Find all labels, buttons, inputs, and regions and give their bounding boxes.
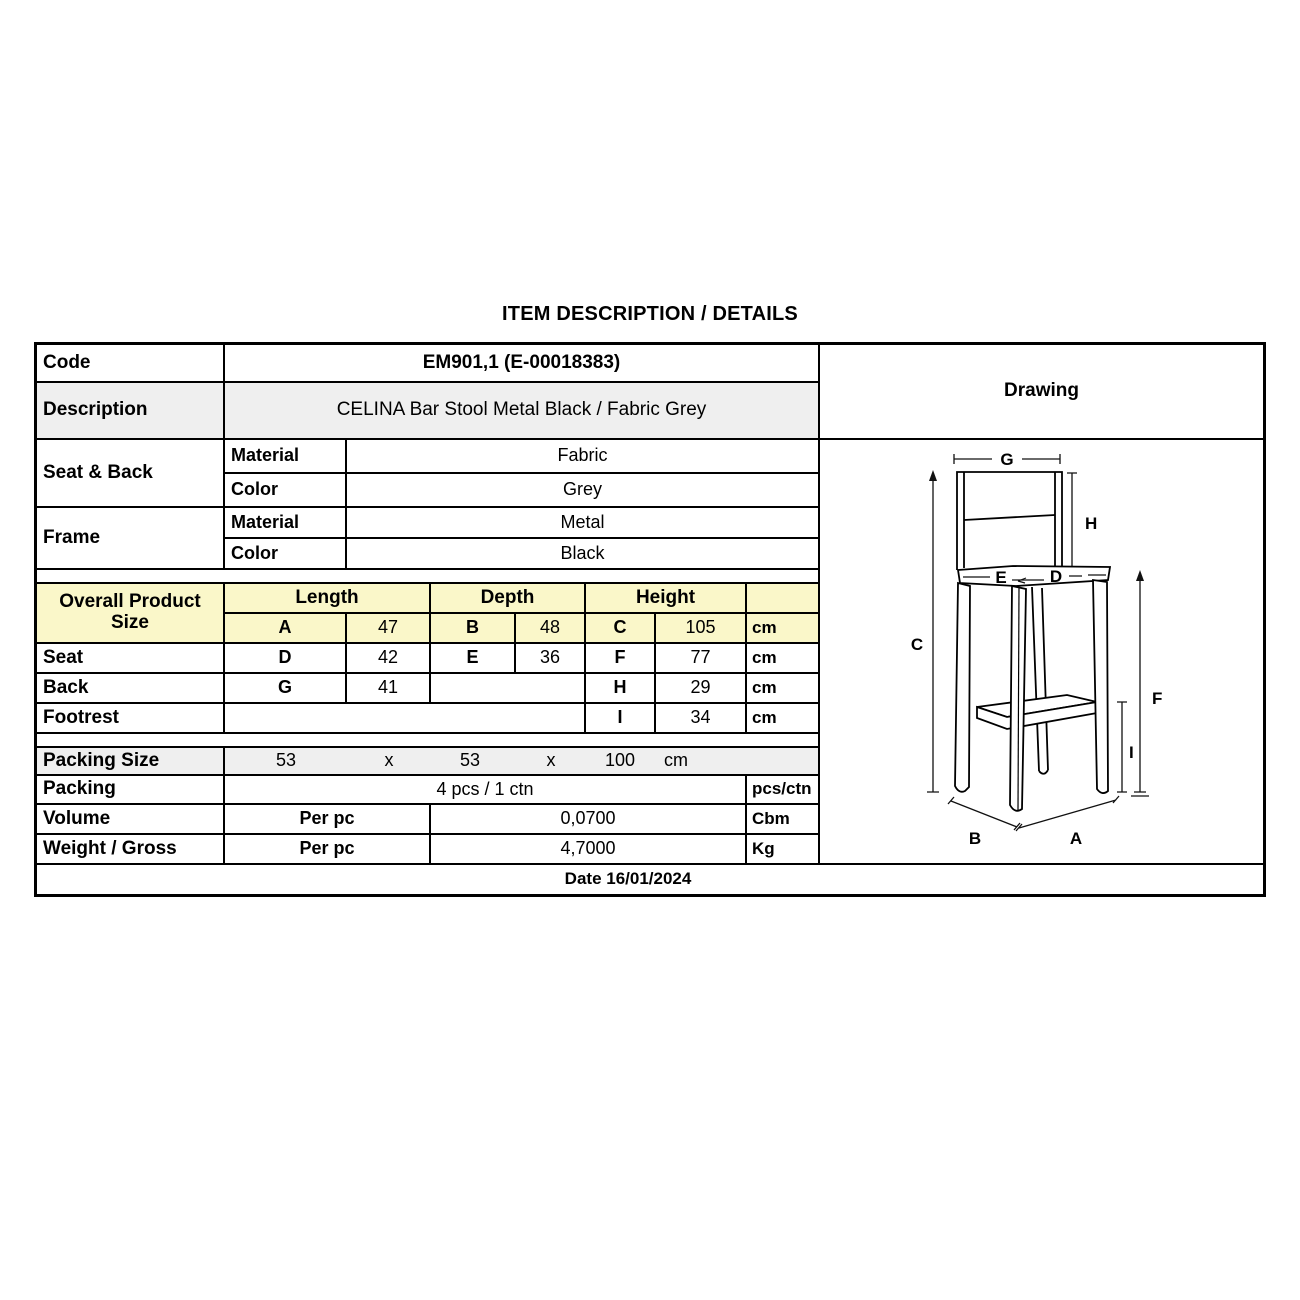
seat-height-key: F — [586, 644, 656, 674]
overall-depth-key: B — [431, 614, 516, 644]
volume-label: Volume — [37, 805, 225, 835]
back-unit: cm — [747, 674, 820, 704]
footrest-row-label: Footrest — [37, 704, 225, 734]
dim-label-h: H — [1085, 514, 1097, 533]
volume-per: Per pc — [225, 805, 431, 835]
overall-length-value: 47 — [347, 614, 431, 644]
seat-depth-value: 36 — [516, 644, 586, 674]
seat-back-color-value: Grey — [347, 474, 820, 508]
footrest-empty — [225, 704, 586, 734]
packing-size-v3: 100 — [604, 750, 636, 771]
packing-size-v1: 53 — [275, 750, 297, 771]
seat-dimension-line — [963, 574, 1106, 584]
weight-value: 4,7000 — [431, 835, 747, 865]
page-title: ITEM DESCRIPTION / DETAILS — [502, 303, 798, 325]
depth-header: Depth — [431, 584, 586, 614]
back-leg — [1031, 586, 1049, 775]
seat-unit: cm — [747, 644, 820, 674]
back-length-value: 41 — [347, 674, 431, 704]
back-length-key: G — [225, 674, 347, 704]
volume-value: 0,0700 — [431, 805, 747, 835]
overall-height-value: 105 — [656, 614, 747, 644]
seat-back-label: Seat & Back — [37, 440, 225, 508]
packing-size-v2: 53 — [459, 750, 481, 771]
stool-outline — [954, 471, 1112, 812]
packing-size-x1: x — [384, 750, 394, 771]
overall-size-label-line1: Overall Product — [59, 591, 201, 613]
overall-length-key: A — [225, 614, 347, 644]
frame-material-label: Material — [225, 508, 347, 539]
date-row: Date 16/01/2024 — [37, 865, 1263, 894]
dim-label-c: C — [911, 635, 923, 654]
dim-label-b: B — [969, 829, 981, 848]
height-header: Height — [586, 584, 747, 614]
frame-label: Frame — [37, 508, 225, 570]
seat-length-key: D — [225, 644, 347, 674]
weight-unit: Kg — [747, 835, 820, 865]
seat-back-color-label: Color — [225, 474, 347, 508]
overall-size-label-line2: Size — [110, 612, 150, 633]
seat-depth-key: E — [431, 644, 516, 674]
backrest-frame — [956, 471, 1063, 570]
packing-label: Packing — [37, 776, 225, 805]
packing-size-unit: cm — [664, 750, 688, 771]
spacer-row — [37, 734, 820, 748]
back-row-label: Back — [37, 674, 225, 704]
right-leg — [1092, 578, 1109, 794]
seat-back-material-label: Material — [225, 440, 347, 474]
front-leg-edge — [1017, 586, 1020, 811]
overall-height-key: C — [586, 614, 656, 644]
spec-table: Code EM901,1 (E-00018383) Drawing Descri… — [34, 342, 1266, 897]
footrest-unit: cm — [747, 704, 820, 734]
code-label: Code — [37, 345, 225, 383]
description-value: CELINA Bar Stool Metal Black / Fabric Gr… — [225, 383, 820, 440]
seat — [956, 565, 1112, 587]
length-header: Length — [225, 584, 431, 614]
dim-label-a: A — [1070, 829, 1082, 848]
description-label: Description — [37, 383, 225, 440]
dim-label-g: G — [1000, 450, 1013, 469]
seat-back-material-value: Fabric — [347, 440, 820, 474]
left-leg — [954, 581, 971, 793]
drawing-area: G H C E D F I B A — [820, 440, 1263, 865]
frame-color-value: Black — [347, 539, 820, 570]
frame-material-value: Metal — [347, 508, 820, 539]
dim-label-i: I — [1129, 743, 1134, 762]
frame-color-label: Color — [225, 539, 347, 570]
packing-unit: pcs/ctn — [747, 776, 820, 805]
footrest-height-value: 34 — [656, 704, 747, 734]
overall-depth-value: 48 — [516, 614, 586, 644]
seat-length-value: 42 — [347, 644, 431, 674]
packing-size-label: Packing Size — [37, 748, 225, 776]
arrowhead-c — [929, 470, 937, 481]
packing-value: 4 pcs / 1 ctn — [225, 776, 747, 805]
code-value: EM901,1 (E-00018383) — [225, 345, 820, 383]
dimension-lines — [927, 454, 1149, 832]
seat-height-value: 77 — [656, 644, 747, 674]
dim-label-f: F — [1152, 689, 1162, 708]
back-height-value: 29 — [656, 674, 747, 704]
dim-label-d: D — [1050, 567, 1062, 586]
footrest-height-key: I — [586, 704, 656, 734]
overall-size-label: Overall Product Size — [37, 584, 225, 644]
stool-drawing: G H C E D F I B A — [911, 450, 1163, 848]
arrowhead-f — [1136, 570, 1144, 581]
unit-header-empty — [747, 584, 820, 614]
packing-size-x2: x — [546, 750, 556, 771]
packing-size-values: 53 x 53 x 100 cm — [225, 748, 820, 776]
drawing-header: Drawing — [820, 345, 1263, 440]
back-depth-empty — [431, 674, 586, 704]
weight-per: Per pc — [225, 835, 431, 865]
spacer-row — [37, 570, 820, 584]
overall-unit: cm — [747, 614, 820, 644]
back-height-key: H — [586, 674, 656, 704]
seat-row-label: Seat — [37, 644, 225, 674]
volume-unit: Cbm — [747, 805, 820, 835]
dim-label-e: E — [995, 568, 1006, 587]
weight-label: Weight / Gross — [37, 835, 225, 865]
backrest-rail — [963, 514, 1056, 521]
